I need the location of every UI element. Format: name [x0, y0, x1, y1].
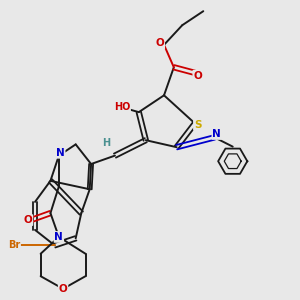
Text: S: S	[194, 120, 201, 130]
Text: O: O	[155, 38, 164, 48]
Text: N: N	[56, 148, 64, 158]
Text: H: H	[103, 138, 111, 148]
Text: O: O	[193, 71, 202, 81]
Text: O: O	[24, 215, 32, 225]
Text: N: N	[212, 129, 221, 139]
Text: N: N	[55, 232, 63, 242]
Text: HO: HO	[114, 101, 130, 112]
Text: Br: Br	[8, 240, 20, 250]
Text: O: O	[59, 284, 68, 294]
